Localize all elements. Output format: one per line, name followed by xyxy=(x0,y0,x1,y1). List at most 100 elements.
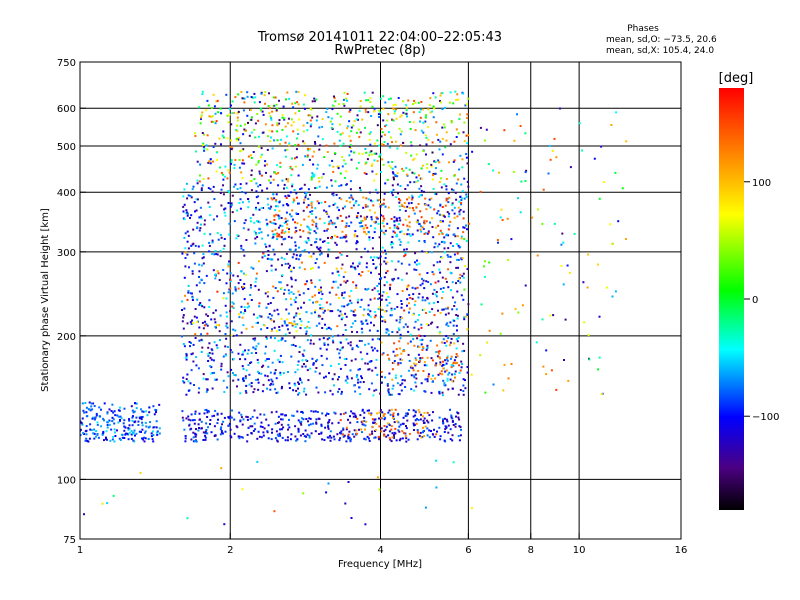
data-point xyxy=(398,340,401,343)
data-point xyxy=(207,426,209,429)
data-point xyxy=(391,194,394,197)
data-point xyxy=(240,305,243,308)
data-point xyxy=(352,322,354,325)
data-point xyxy=(240,244,243,247)
data-point xyxy=(357,128,360,131)
data-point xyxy=(346,279,349,282)
data-point xyxy=(378,199,381,201)
data-point xyxy=(453,159,456,162)
data-point xyxy=(385,331,388,334)
data-point xyxy=(273,253,276,256)
data-point xyxy=(394,103,397,106)
data-point xyxy=(365,262,368,265)
data-point xyxy=(93,418,96,421)
data-point xyxy=(416,229,419,232)
data-point xyxy=(380,381,383,384)
data-point xyxy=(242,272,245,275)
data-point xyxy=(373,297,376,300)
data-point xyxy=(383,276,386,279)
data-point xyxy=(453,216,456,219)
data-point xyxy=(265,335,268,338)
data-point xyxy=(81,423,84,426)
data-point xyxy=(123,429,126,432)
data-point xyxy=(339,367,342,370)
data-point xyxy=(399,209,401,211)
data-point xyxy=(236,275,239,278)
data-point xyxy=(375,388,378,391)
data-point xyxy=(441,276,444,279)
data-point xyxy=(383,198,385,201)
data-point xyxy=(200,427,203,430)
data-point xyxy=(524,171,527,174)
data-point xyxy=(290,344,293,347)
data-point xyxy=(184,247,187,250)
data-point xyxy=(449,91,452,94)
stats-heading: Phases xyxy=(627,24,659,34)
data-point xyxy=(393,224,396,227)
data-point xyxy=(186,517,189,520)
data-point xyxy=(432,236,435,239)
data-point xyxy=(187,415,190,418)
data-point xyxy=(428,436,431,439)
data-point xyxy=(376,139,379,142)
data-point xyxy=(342,412,345,415)
data-point xyxy=(367,342,370,345)
data-point xyxy=(250,299,253,301)
data-point xyxy=(459,281,462,284)
data-point xyxy=(259,228,262,231)
data-point xyxy=(431,292,434,295)
data-point xyxy=(80,421,83,424)
data-point xyxy=(411,171,414,174)
data-point xyxy=(422,121,425,124)
data-point xyxy=(450,414,453,417)
data-point xyxy=(241,423,244,426)
data-point xyxy=(324,201,327,203)
data-point xyxy=(378,293,381,296)
data-point xyxy=(364,438,367,441)
data-point xyxy=(278,329,281,332)
data-point xyxy=(148,411,151,414)
data-point xyxy=(324,391,327,394)
data-point xyxy=(275,103,278,106)
data-point xyxy=(232,307,235,309)
data-point xyxy=(340,318,343,321)
data-point xyxy=(210,120,213,123)
x-tick-label: 6 xyxy=(465,545,471,556)
data-point xyxy=(325,327,328,330)
data-point xyxy=(230,202,233,205)
data-point xyxy=(344,502,347,505)
data-point xyxy=(293,157,296,160)
data-point xyxy=(391,378,394,381)
data-point xyxy=(420,216,423,219)
data-point xyxy=(293,250,296,253)
data-point xyxy=(399,219,402,222)
data-point xyxy=(407,330,410,333)
data-point xyxy=(247,198,249,200)
data-point xyxy=(336,112,339,115)
data-point xyxy=(206,388,209,391)
data-point xyxy=(401,290,404,292)
data-point xyxy=(287,371,289,373)
data-point xyxy=(307,237,310,240)
data-point xyxy=(389,146,391,149)
data-point xyxy=(408,221,411,224)
data-point xyxy=(506,217,509,220)
data-point xyxy=(423,308,426,311)
data-point xyxy=(266,163,269,166)
data-point xyxy=(269,318,272,320)
data-point xyxy=(106,502,109,505)
data-point xyxy=(342,103,345,105)
data-point xyxy=(395,319,398,322)
data-point xyxy=(445,199,448,202)
data-point xyxy=(255,196,258,199)
data-point xyxy=(98,415,101,418)
data-point xyxy=(316,115,319,118)
data-point xyxy=(193,419,196,421)
data-point xyxy=(467,303,470,306)
data-point xyxy=(416,319,419,321)
data-point xyxy=(285,186,288,189)
data-point xyxy=(285,211,288,214)
data-point xyxy=(309,193,311,196)
data-point xyxy=(452,102,455,105)
data-point xyxy=(333,234,336,237)
